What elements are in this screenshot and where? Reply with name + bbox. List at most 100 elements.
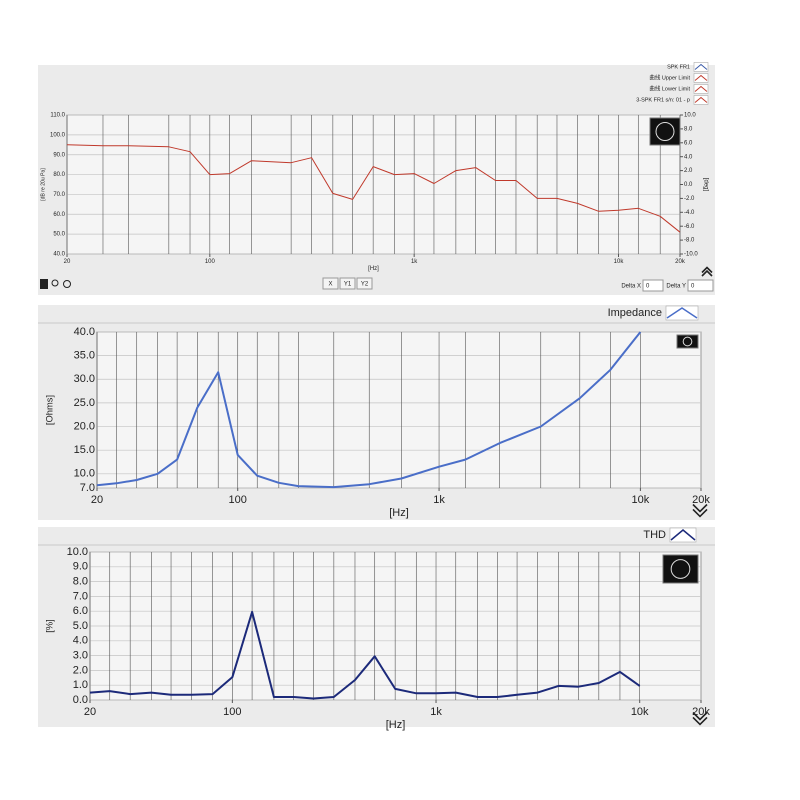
button[interactable]: [339, 277, 356, 290]
y-tick-label: 5.0: [73, 620, 88, 632]
y-tick-label: 1.0: [73, 679, 88, 691]
legend-swatch-line: [694, 85, 708, 92]
y-axis-label: [dB re 20u Pa]: [40, 168, 46, 201]
y2-tick-label: -6.0: [684, 224, 695, 230]
y-tick-label: 20.0: [74, 420, 95, 432]
y-tick-label: 4.0: [73, 635, 88, 647]
legend-label: 曲线 Lower Limit: [649, 84, 690, 92]
y-tick-label: 25.0: [74, 397, 95, 409]
head-icon: [676, 334, 699, 349]
delta-x-value[interactable]: 0: [646, 284, 650, 290]
y-tick-label: 9.0: [73, 561, 88, 573]
legend-swatch-line: [666, 307, 698, 319]
delta-y-value[interactable]: 0: [691, 284, 695, 290]
y2-tick-label: 8.0: [684, 126, 693, 132]
y-tick-label: 8.0: [73, 576, 88, 588]
button[interactable]: [322, 277, 339, 290]
zoom-tool[interactable]: [51, 279, 59, 287]
series-line: [89, 610, 641, 700]
button-label[interactable]: Y1: [344, 282, 352, 288]
y-tick-label: 70.0: [53, 192, 65, 198]
legend-swatch: [693, 62, 709, 72]
y-axis-label: [%]: [44, 619, 54, 633]
y-tick-label: 10.0: [74, 468, 95, 480]
x-tick-label: 10k: [631, 706, 649, 718]
head-icon-face: [682, 336, 693, 347]
x-tick-label: 100: [223, 706, 241, 718]
legend-swatch-line: [670, 529, 696, 541]
x-tick-label: 20: [64, 259, 71, 265]
x-tick-label: 1k: [411, 259, 418, 265]
x-tick-label: 20k: [692, 494, 710, 506]
legend-swatch: [669, 527, 697, 543]
legend-swatch-line: [694, 63, 708, 70]
y-tick-label: 35.0: [74, 350, 95, 362]
x-tick-label: 20k: [692, 706, 710, 718]
scroll-chevron: [692, 503, 708, 513]
scroll-chevron: [701, 266, 713, 274]
x-tick-label: 20: [84, 706, 96, 718]
legend-label: 3-SPK FR1 s/n: 01 - p: [636, 97, 690, 103]
legend-swatch: [693, 95, 709, 105]
y-tick-label: 50.0: [53, 232, 65, 238]
x-tick-label: 100: [229, 494, 247, 506]
legend-swatch: [665, 305, 699, 321]
y-tick-label: 40.0: [74, 326, 95, 338]
y2-tick-label: 10.0: [684, 113, 696, 119]
x-tick-label: 10k: [632, 494, 650, 506]
cursor-tool[interactable]: [40, 279, 48, 289]
button-label[interactable]: X: [328, 282, 332, 288]
x-tick-label: 100: [205, 259, 216, 265]
y-tick-label: 2.0: [73, 664, 88, 676]
y2-tick-label: -2.0: [684, 196, 695, 202]
pan-tool[interactable]: [63, 280, 71, 288]
y-tick-label: 0.0: [73, 694, 88, 706]
button-label[interactable]: Y2: [361, 282, 369, 288]
button[interactable]: [356, 277, 373, 290]
scroll-chevron: [692, 716, 708, 726]
toolbar: X Y1 Y2 Delta X 0 Delta Y 0: [40, 277, 714, 292]
y-tick-label: 60.0: [53, 212, 65, 218]
x-axis-label: [Hz]: [386, 719, 406, 731]
legend-label: 曲线 Upper Limit: [649, 73, 690, 81]
y-axis-label: [Ohms]: [44, 395, 54, 425]
head-icon-face: [670, 559, 691, 579]
delta-y-input[interactable]: [687, 279, 714, 292]
head-icon-face: [655, 122, 675, 141]
y-tick-label: 30.0: [74, 373, 95, 385]
x-axis-label: [Hz]: [389, 507, 409, 519]
legend-swatch: [693, 73, 709, 83]
scroll-chevron: [701, 269, 713, 277]
delta-x-input[interactable]: [642, 279, 664, 292]
y-tick-label: 80.0: [53, 172, 65, 178]
y-tick-label: 6.0: [73, 605, 88, 617]
y2-tick-label: 4.0: [684, 154, 693, 160]
y2-tick-label: 6.0: [684, 140, 693, 146]
x-axis-label: [Hz]: [368, 266, 379, 272]
y2-axis-label: [deg]: [702, 178, 708, 192]
y-tick-label: 110.0: [50, 113, 65, 119]
y2-tick-label: -8.0: [684, 238, 695, 244]
series-line: [96, 331, 642, 489]
plot-area: [66, 114, 681, 255]
y-tick-label: 7.0: [73, 590, 88, 602]
legend-label: THD: [643, 529, 666, 541]
x-tick-label: 20: [91, 494, 103, 506]
y-tick-label: 90.0: [53, 152, 65, 158]
scroll-chevron: [692, 508, 708, 518]
y-tick-label: 40.0: [53, 252, 65, 258]
y2-tick-label: -4.0: [684, 210, 695, 216]
x-tick-label: 1k: [433, 494, 445, 506]
x-tick-label: 1k: [430, 706, 442, 718]
legend-swatch-line: [694, 96, 708, 103]
y-tick-label: 100.0: [50, 132, 66, 138]
y-tick-label: 3.0: [73, 650, 88, 662]
legend-swatch-line: [694, 74, 708, 81]
plot-area: [96, 331, 702, 489]
series-line: [66, 144, 681, 233]
x-tick-label: 10k: [614, 259, 625, 265]
y-tick-label: 7.0: [80, 482, 95, 494]
y-tick-label: 10.0: [67, 546, 88, 558]
y-tick-label: 15.0: [74, 444, 95, 456]
